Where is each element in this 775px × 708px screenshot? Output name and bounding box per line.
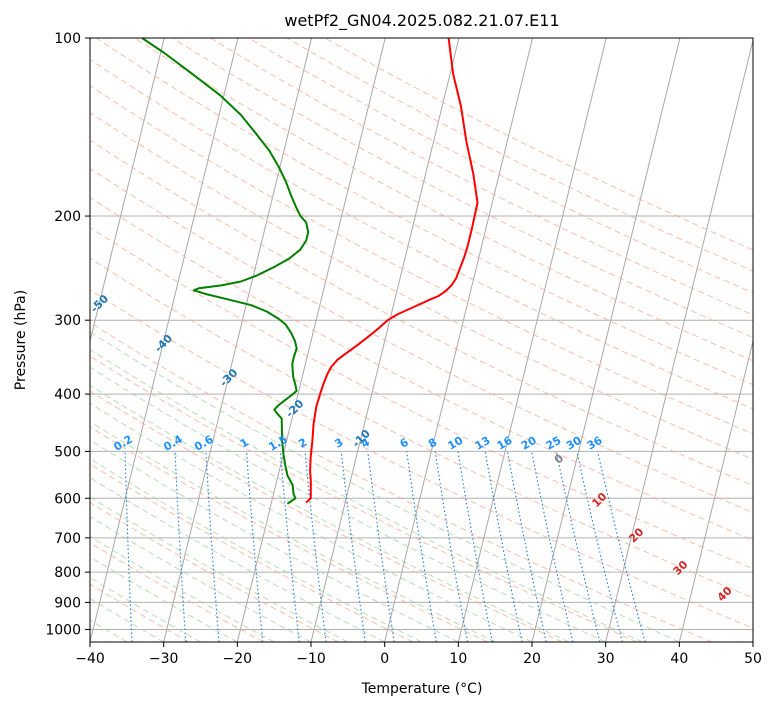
mixing-ratio-line bbox=[304, 451, 327, 642]
isotherm-line bbox=[90, 38, 239, 642]
x-tick-label: 10 bbox=[449, 651, 467, 667]
moist-adiabat-line bbox=[90, 556, 238, 642]
y-axis: 100 200 300 400 500 600 700 800 900 1000 bbox=[45, 31, 90, 638]
isotherm-line bbox=[605, 38, 753, 642]
isotherm-line bbox=[163, 38, 313, 642]
y-tick-label: 200 bbox=[54, 209, 81, 225]
isotherm-line bbox=[236, 38, 386, 642]
isotherm-line bbox=[384, 38, 534, 642]
moist-adiabat-line bbox=[90, 597, 164, 642]
dry-adiabat-line bbox=[90, 321, 712, 642]
moist-adiabat-line bbox=[90, 348, 643, 642]
isotherm-line bbox=[678, 339, 753, 642]
y-tick-label: 900 bbox=[54, 595, 81, 611]
y-tick-label: 1000 bbox=[45, 622, 81, 638]
moist-adiabat-line bbox=[90, 421, 496, 642]
moist-adiabat-line bbox=[90, 331, 680, 642]
moist-adiabat-line bbox=[90, 477, 385, 642]
dry-adiabat-line bbox=[90, 226, 753, 570]
mixing-ratio-line bbox=[597, 451, 646, 642]
dry-adiabat-line bbox=[90, 196, 753, 541]
y-tick-label: 800 bbox=[54, 565, 81, 581]
isotherm-line bbox=[531, 38, 681, 642]
dewpoint-line bbox=[141, 38, 310, 505]
isotherm-label: -60 bbox=[25, 249, 48, 272]
mixing-ratio-line bbox=[531, 451, 574, 642]
plot-frame bbox=[89, 37, 754, 643]
x-tick-label: 30 bbox=[597, 651, 615, 667]
dry-adiabat-line bbox=[90, 167, 753, 514]
y-tick-label: 400 bbox=[54, 387, 81, 403]
y-tick-label: 500 bbox=[54, 444, 81, 460]
isotherm-line bbox=[457, 38, 607, 642]
dry-adiabat-line bbox=[172, 38, 753, 339]
mixing-ratio-line bbox=[340, 451, 366, 642]
y-tick-label: 600 bbox=[54, 491, 81, 507]
temperature-line bbox=[305, 38, 479, 504]
series-lines bbox=[141, 38, 479, 505]
moist-adiabat-line bbox=[90, 384, 570, 642]
dry-adiabat-line bbox=[90, 390, 563, 642]
mixing-ratio-line bbox=[367, 451, 395, 642]
moist-adiabat-line bbox=[90, 458, 422, 642]
plot-area-background bbox=[90, 38, 753, 642]
dry-adiabat-line bbox=[248, 38, 753, 294]
x-tick-label: −30 bbox=[149, 651, 179, 667]
x-tick-label: 40 bbox=[670, 651, 688, 667]
isotherm-line bbox=[752, 639, 753, 642]
dry-adiabat-line bbox=[90, 463, 414, 642]
x-tick-label: −20 bbox=[223, 651, 253, 667]
x-tick-label: −40 bbox=[75, 651, 105, 667]
background-lines bbox=[90, 38, 753, 642]
y-tick-label: 700 bbox=[54, 531, 81, 547]
y-tick-label: 100 bbox=[54, 31, 81, 47]
dry-adiabat-line bbox=[90, 583, 190, 642]
x-tick-label: 20 bbox=[523, 651, 541, 667]
dry-adiabat-line bbox=[90, 426, 488, 642]
x-tick-label: 0 bbox=[380, 651, 389, 667]
x-tick-label: −10 bbox=[296, 651, 326, 667]
mixing-ratio-line bbox=[406, 451, 437, 642]
mixing-ratio-line bbox=[555, 451, 601, 642]
mixing-ratio-line bbox=[576, 451, 623, 642]
dry-adiabat-line bbox=[90, 355, 638, 642]
mixing-ratio-line bbox=[279, 451, 300, 642]
x-axis: −40 −30 −20 −10 0 10 20 30 40 50 bbox=[75, 642, 762, 667]
y-tick-label: 300 bbox=[54, 313, 81, 329]
moist-adiabat-line bbox=[90, 576, 201, 642]
moist-adiabat-line bbox=[90, 439, 459, 642]
chart-title: wetPf2_GN04.2025.082.21.07.E11 bbox=[284, 11, 559, 31]
x-axis-title: Temperature (°C) bbox=[361, 681, 483, 697]
x-tick-label: 50 bbox=[744, 651, 762, 667]
dry-adiabat-line bbox=[90, 85, 753, 435]
mixing-ratio-line bbox=[506, 451, 547, 642]
dry-adiabat-line bbox=[90, 112, 753, 460]
y-axis-title: Pressure (hPa) bbox=[13, 290, 29, 390]
dry-adiabat-line bbox=[133, 38, 753, 362]
